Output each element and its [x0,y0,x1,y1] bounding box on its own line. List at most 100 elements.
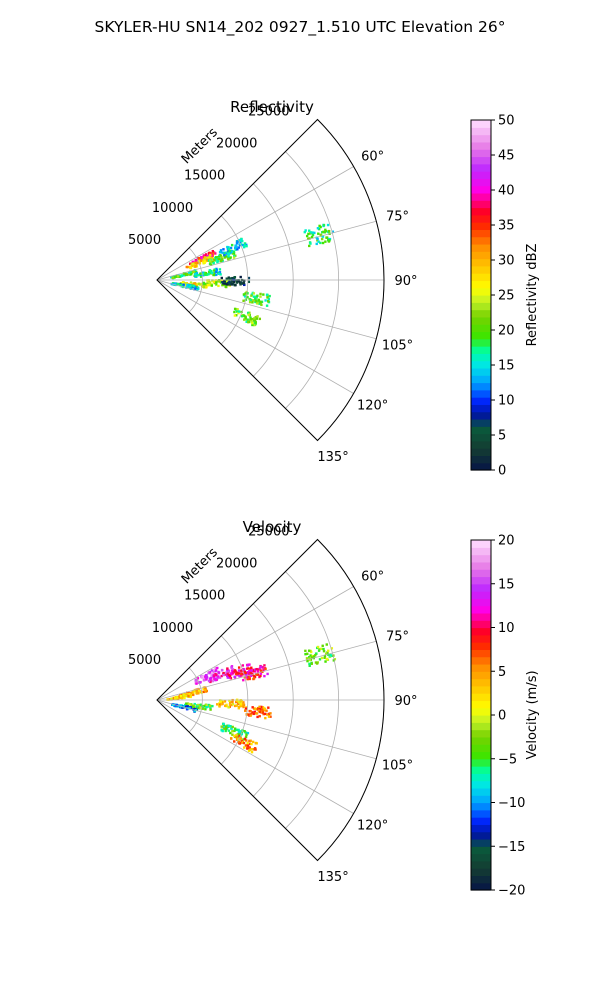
echo-gate [241,673,244,676]
echo-gate [253,675,257,679]
echo-gate [304,652,307,656]
echo-gate [189,695,192,699]
azimuth-tick-label: 105° [382,338,413,353]
colorbar-swatch [471,207,491,216]
colorbar-tick-label: 10 [498,621,515,636]
echo-gate [218,280,222,284]
echo-gate [244,709,247,712]
colorbar-tick-label: 5 [498,429,506,444]
echo-gate [193,282,197,285]
echo-gate [233,255,236,258]
echo-gate [244,739,248,742]
echo-gate [226,672,229,676]
echo-gate [210,676,213,679]
colorbar-swatch [471,462,491,471]
echo-gate [321,644,324,648]
echo-gate [209,263,213,266]
echo-gate [203,675,207,678]
echo-gate [244,316,247,320]
echo-gate [205,273,209,276]
echo-gate [258,302,261,306]
echo-gate [242,703,245,706]
echo-gate [196,704,200,707]
echo-gate [209,670,212,674]
echo-gate [174,275,177,279]
echo-gate [241,740,244,744]
echo-gate [206,283,209,287]
echo-gate [187,694,190,698]
echo-gate [237,669,241,672]
echo-gate [210,257,214,260]
echo-gate [211,704,214,708]
echo-gate [242,668,246,671]
echo-gate [227,247,231,251]
echo-gate [209,708,212,711]
echo-gate [217,272,221,276]
echo-gate [329,655,332,658]
echo-gate [219,273,222,276]
echo-gate [180,693,183,697]
echo-gate [260,705,263,709]
echo-gate [210,284,214,287]
reflectivity-grid [156,118,385,442]
echo-gate [237,672,241,675]
echo-gate [237,246,241,249]
echo-gate [235,310,239,313]
echo-gate [234,248,237,251]
echo-gate [239,669,242,672]
echo-gate [258,710,262,714]
echo-gate [238,730,241,734]
colorbar-swatch [471,795,491,804]
echo-gate [308,229,311,232]
colorbar-swatch [471,302,491,311]
echo-gate [248,675,251,679]
echo-gate [255,712,259,715]
echo-gate [311,231,314,234]
echo-cluster [303,223,335,248]
echo-gate [323,656,326,659]
echo-gate [253,323,256,327]
echo-gate [213,676,216,679]
echo-gate [309,242,312,245]
colorbar-swatch [471,433,491,442]
echo-gate [309,654,312,657]
echo-gate [204,686,207,690]
echo-gate [194,264,198,268]
echo-gate [201,272,204,276]
echo-gate [194,262,197,266]
colorbar-tick-label: 30 [498,254,515,269]
echo-gate [225,674,229,678]
echo-gate [238,742,241,745]
echo-gate [230,727,233,730]
echo-gate [207,679,211,683]
echo-gate [210,669,214,673]
colorbar-swatch [471,554,491,563]
echo-gate [324,228,327,232]
azimuth-tick-label: 75° [386,630,409,645]
echo-gate [241,243,245,247]
figure-suptitle: SKYLER-HU SN14_202 0927_1.510 UTC Elevat… [95,18,506,37]
echo-gate [254,299,258,302]
echo-gate [213,269,216,272]
echo-gate [309,649,312,653]
colorbar-tick-label: −10 [498,796,525,811]
echo-gate [321,231,324,234]
azimuth-tick-label: 120° [357,399,388,414]
colorbar-swatch [471,455,491,464]
echo-gate [232,256,236,259]
echo-gate [259,301,262,304]
echo-gate [236,308,239,311]
echo-gate [251,706,254,709]
echo-gate [246,731,250,735]
echo-gate [260,303,263,306]
echo-gate [186,702,190,706]
echo-gate [256,673,260,676]
echo-gate [210,671,214,674]
echo-gate [244,315,247,319]
echo-gate [246,747,249,750]
echo-gate [190,285,194,288]
echo-gate [216,259,220,263]
echo-gate [230,737,233,740]
echo-gate [195,288,199,292]
